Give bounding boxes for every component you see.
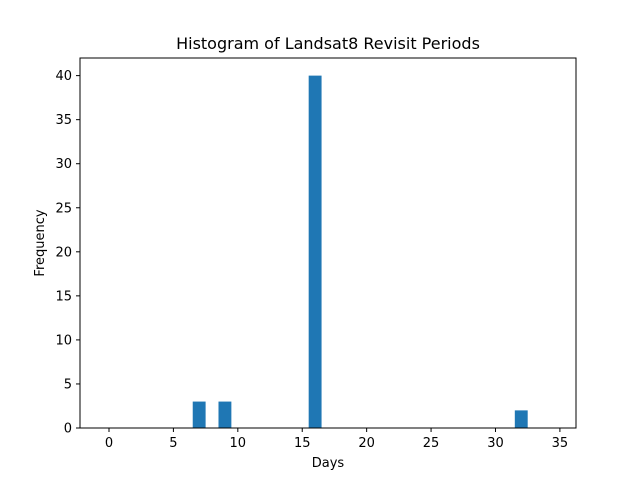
y-tick-label: 10 — [55, 333, 72, 348]
x-axis-ticks: 0 5 10 15 20 25 30 35 — [105, 428, 568, 451]
y-axis-ticks: 0 5 10 15 20 25 30 35 40 — [55, 69, 80, 437]
x-tick-label: 10 — [230, 436, 247, 451]
histogram-bar — [192, 401, 206, 428]
x-tick-label: 0 — [105, 436, 113, 451]
y-tick-label: 30 — [55, 157, 72, 172]
x-tick-label: 25 — [423, 436, 440, 451]
y-tick-label: 0 — [64, 422, 72, 437]
y-tick-label: 40 — [55, 69, 72, 84]
x-tick-label: 30 — [487, 436, 504, 451]
y-tick-label: 20 — [55, 245, 72, 260]
x-tick-label: 20 — [358, 436, 375, 451]
y-tick-label: 15 — [55, 289, 72, 304]
x-tick-label: 35 — [552, 436, 569, 451]
x-axis-title: Days — [312, 456, 345, 471]
bars-group — [192, 75, 528, 429]
y-axis-title: Frequency — [33, 209, 48, 276]
plot-frame — [79, 57, 577, 429]
y-tick-label: 35 — [55, 113, 72, 128]
histogram-bar — [514, 410, 528, 428]
x-tick-label: 15 — [294, 436, 311, 451]
x-tick-label: 5 — [169, 436, 177, 451]
chart-title: Histogram of Landsat8 Revisit Periods — [176, 34, 480, 53]
histogram-bar — [308, 75, 322, 429]
y-tick-label: 25 — [55, 201, 72, 216]
y-tick-label: 5 — [64, 377, 72, 392]
histogram-bar — [218, 401, 232, 428]
